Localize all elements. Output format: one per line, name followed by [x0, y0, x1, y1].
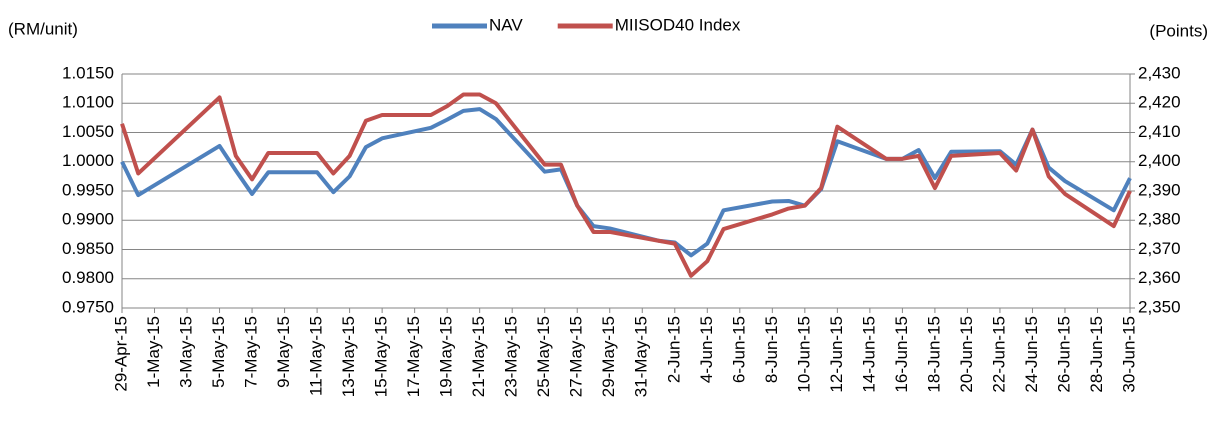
- y2-tick-label: 2,350: [1138, 297, 1181, 316]
- x-tick-label: 17-May-15: [404, 316, 423, 397]
- y-tick-label: 0.9950: [62, 180, 114, 199]
- y-tick-label: 1.0100: [62, 93, 114, 112]
- x-tick-label: 28-Jun-15: [1087, 316, 1106, 393]
- x-tick-label: 22-Jun-15: [989, 316, 1008, 393]
- x-tick-label: 24-Jun-15: [1022, 316, 1041, 393]
- x-tick-label: 30-Jun-15: [1119, 316, 1138, 393]
- x-tick-label: 25-May-15: [534, 316, 553, 397]
- x-tick-label: 23-May-15: [502, 316, 521, 397]
- x-tick-label: 8-Jun-15: [762, 316, 781, 383]
- y-tick-label: 0.9800: [62, 268, 114, 287]
- x-tick-label: 29-Apr-15: [111, 316, 130, 392]
- y2-tick-label: 2,390: [1138, 180, 1181, 199]
- y-tick-label: 1.0150: [62, 63, 114, 82]
- y2-tick-label: 2,420: [1138, 93, 1181, 112]
- y-axis-label: (RM/unit): [8, 19, 78, 38]
- x-tick-label: 9-May-15: [274, 316, 293, 388]
- x-tick-label: 12-Jun-15: [827, 316, 846, 393]
- x-tick-label: 13-May-15: [339, 316, 358, 397]
- y2-tick-label: 2,360: [1138, 268, 1181, 287]
- y2-tick-label: 2,430: [1138, 63, 1181, 82]
- x-tick-label: 21-May-15: [469, 316, 488, 397]
- x-tick-label: 1-May-15: [144, 316, 163, 388]
- y2-tick-label: 2,400: [1138, 151, 1181, 170]
- x-tick-label: 11-May-15: [307, 316, 326, 396]
- x-tick-label: 10-Jun-15: [794, 316, 813, 393]
- x-tick-label: 19-May-15: [437, 316, 456, 397]
- x-tick-label: 18-Jun-15: [924, 316, 943, 393]
- x-tick-label: 4-Jun-15: [697, 316, 716, 383]
- series-line: [120, 92, 1132, 278]
- y-tick-label: 1.0000: [62, 151, 114, 170]
- x-tick-label: 16-Jun-15: [892, 316, 911, 393]
- x-tick-label: 15-May-15: [372, 316, 391, 397]
- legend-label: NAV: [489, 15, 523, 34]
- x-tick-label: 7-May-15: [242, 316, 261, 388]
- x-tick-label: 6-Jun-15: [729, 316, 748, 383]
- x-tick-label: 20-Jun-15: [957, 316, 976, 393]
- y2-tick-label: 2,370: [1138, 239, 1181, 258]
- y-tick-label: 0.9900: [62, 210, 114, 229]
- y2-tick-label: 2,410: [1138, 122, 1181, 141]
- y-tick-label: 1.0050: [62, 122, 114, 141]
- y-tick-label: 0.9850: [62, 239, 114, 258]
- x-tick-label: 26-Jun-15: [1054, 316, 1073, 393]
- x-tick-label: 2-Jun-15: [664, 316, 683, 383]
- x-tick-label: 29-May-15: [599, 316, 618, 397]
- y-tick-label: 0.9750: [62, 297, 114, 316]
- x-tick-label: 31-May-15: [632, 316, 651, 397]
- legend-label: MIISOD40 Index: [615, 15, 741, 34]
- x-tick-label: 14-Jun-15: [859, 316, 878, 393]
- x-tick-label: 5-May-15: [209, 316, 228, 388]
- x-tick-label: 3-May-15: [177, 316, 196, 388]
- y2-tick-label: 2,380: [1138, 210, 1181, 229]
- y2-axis-label: (Points): [1149, 21, 1208, 40]
- x-tick-label: 27-May-15: [567, 316, 586, 397]
